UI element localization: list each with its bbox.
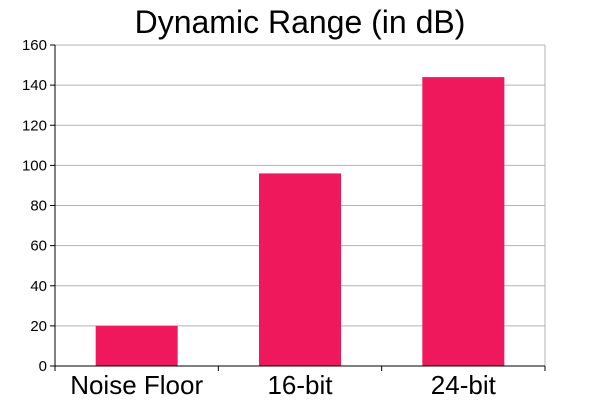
y-tick-label: 60	[30, 238, 47, 255]
y-tick-label: 80	[30, 198, 47, 215]
x-tick-label: 16-bit	[267, 370, 333, 400]
bar-noise-floor	[95, 325, 178, 366]
x-tick-label: 24-bit	[431, 370, 497, 400]
bar-24-bit	[422, 77, 505, 366]
x-axis-ticks: Noise Floor 16-bit 24-bit	[54, 366, 546, 400]
x-tick-label: Noise Floor	[70, 370, 203, 400]
y-axis-ticks: 0 20 40 60 80 100 120 140 160	[22, 37, 55, 375]
y-tick-label: 40	[30, 278, 47, 295]
y-tick-label: 100	[22, 157, 47, 174]
y-tick-label: 120	[22, 117, 47, 134]
bar-16-bit	[259, 173, 341, 366]
chart-title: Dynamic Range (in dB)	[135, 4, 466, 40]
bars	[95, 77, 505, 366]
y-tick-label: 0	[39, 358, 47, 375]
y-tick-label: 160	[22, 37, 47, 54]
y-tick-label: 20	[30, 318, 47, 335]
y-tick-label: 140	[22, 77, 47, 94]
